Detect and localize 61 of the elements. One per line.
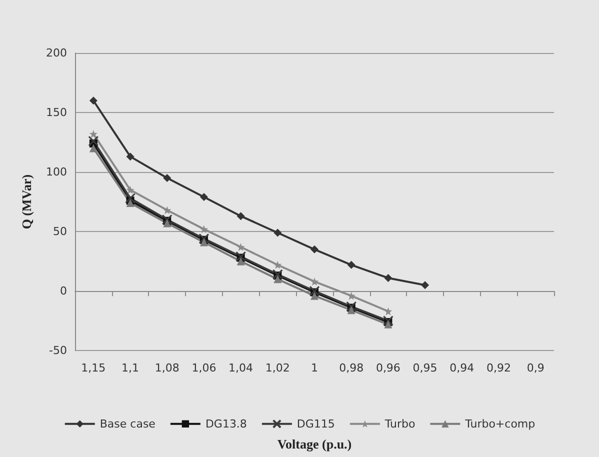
point — [309, 286, 320, 296]
legend-label: Base case — [100, 417, 156, 430]
x-tick-label: 0,95 — [412, 362, 438, 375]
legend-label: Turbo+comp — [464, 417, 536, 430]
point — [274, 228, 282, 237]
point — [347, 306, 356, 314]
legend-label: DG115 — [296, 417, 335, 430]
point — [382, 316, 394, 326]
legend-label: DG13.8 — [205, 417, 247, 430]
point — [162, 214, 172, 225]
point — [236, 257, 245, 266]
point — [89, 130, 98, 138]
point — [125, 192, 136, 204]
x-tick-label: 0,96 — [376, 362, 400, 375]
x-tick-label: 1,1 — [122, 362, 140, 375]
y-tick-label: 150 — [46, 106, 67, 120]
x-tick-label: 0,94 — [450, 362, 474, 375]
x-tick-label: 0,98 — [339, 362, 364, 375]
point — [274, 275, 282, 284]
x-tick-label: 1,06 — [192, 362, 216, 375]
point — [274, 260, 282, 269]
point — [200, 225, 208, 234]
x-tick-label: 1,04 — [228, 362, 254, 375]
point — [236, 251, 246, 262]
x-tick-label: 1,15 — [81, 362, 106, 375]
point — [347, 292, 356, 300]
point — [200, 193, 208, 202]
point — [163, 206, 172, 214]
x-tick-label: 1,02 — [265, 362, 290, 375]
point — [126, 186, 134, 194]
y-tick-label: -50 — [49, 344, 67, 358]
point — [163, 219, 172, 228]
point — [236, 212, 245, 220]
point — [384, 274, 392, 282]
point — [310, 292, 318, 300]
point — [163, 174, 172, 182]
point — [346, 301, 357, 312]
x-axis-title: Voltage (p.u.) — [277, 436, 352, 452]
point — [198, 233, 210, 244]
point — [310, 245, 318, 254]
x-tick-label: 1,08 — [154, 362, 180, 375]
point — [126, 152, 134, 161]
point — [236, 243, 245, 252]
x-tick-label: 1 — [311, 362, 318, 375]
y-tick-label: 0 — [60, 284, 67, 298]
x-tick-label: 0,92 — [486, 362, 511, 375]
y-tick-label: 100 — [46, 166, 67, 179]
point — [310, 278, 318, 286]
y-tick-label: 200 — [46, 46, 67, 60]
point — [89, 144, 98, 152]
point — [384, 307, 392, 316]
y-axis-title: Q (MVar) — [19, 174, 34, 230]
point — [347, 260, 356, 269]
point — [421, 281, 430, 290]
point — [88, 136, 99, 146]
point — [272, 269, 283, 280]
legend-label: Turbo — [384, 417, 416, 430]
point — [200, 238, 208, 246]
x-tick-label: 0,9 — [526, 362, 544, 375]
point — [89, 96, 98, 105]
y-tick-label: 50 — [53, 225, 67, 238]
